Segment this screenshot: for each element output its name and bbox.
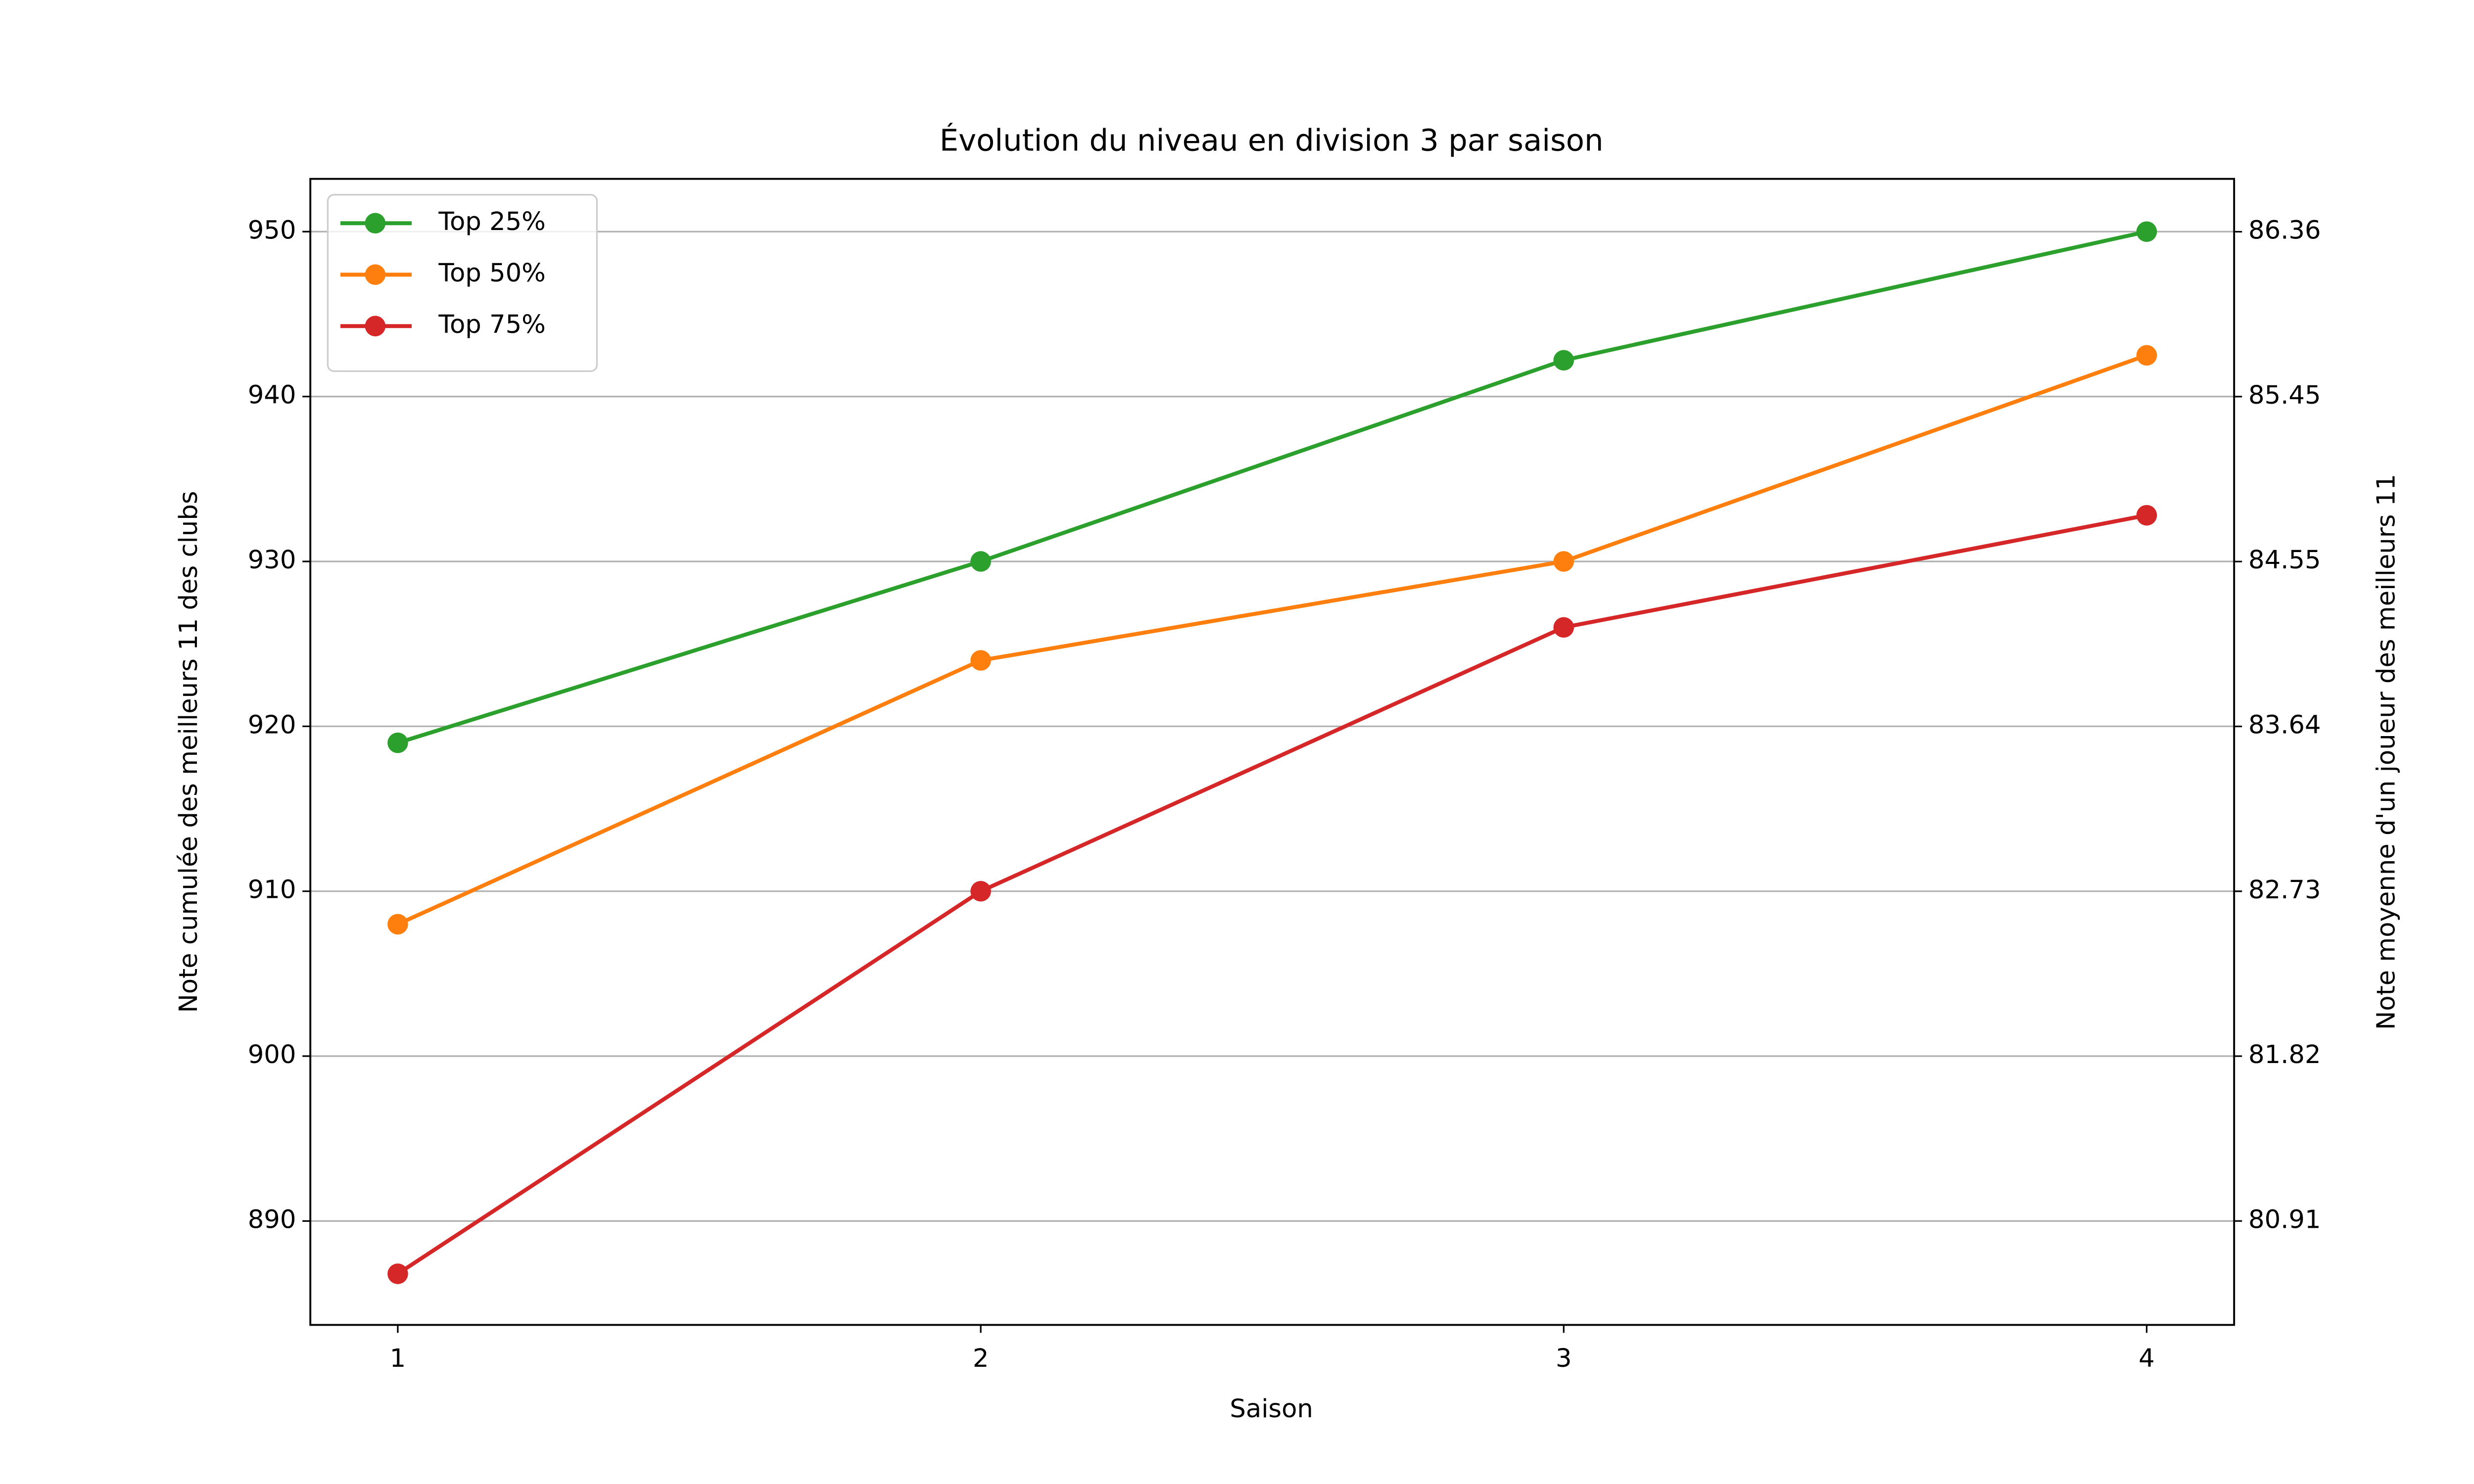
data-point xyxy=(970,881,991,902)
y2-tick-label: 86.36 xyxy=(2248,215,2321,245)
data-point xyxy=(2136,221,2157,242)
x-tick-label: 4 xyxy=(2139,1344,2155,1373)
data-point xyxy=(2136,505,2157,526)
y2-tick-label: 85.45 xyxy=(2248,380,2321,410)
y2-tick-label: 80.91 xyxy=(2248,1205,2321,1234)
y-tick-label: 900 xyxy=(248,1040,296,1069)
y-tick-label: 890 xyxy=(248,1205,296,1234)
series-line xyxy=(397,230,2147,745)
y-tick-label: 920 xyxy=(248,710,296,740)
x-tick-label: 3 xyxy=(1556,1344,1572,1373)
y2-tick-label: 81.82 xyxy=(2248,1040,2321,1069)
x-tick-label: 2 xyxy=(973,1344,989,1373)
data-point xyxy=(1553,617,1574,638)
legend-marker xyxy=(365,213,386,233)
series-line xyxy=(396,513,2147,1276)
legend-label: Top 25% xyxy=(438,207,545,236)
data-point xyxy=(2136,345,2157,366)
y2-axis-label: Note moyenne d'un joueur des meilleurs 1… xyxy=(2372,474,2401,1030)
x-tick-label: 1 xyxy=(390,1344,406,1373)
y-axis-label: Note cumulée des meilleurs 11 des clubs xyxy=(174,491,203,1013)
y-tick-label: 950 xyxy=(248,215,296,245)
y2-tick-label: 83.64 xyxy=(2248,710,2321,740)
chart-title: Évolution du niveau en division 3 par sa… xyxy=(940,123,1604,158)
legend: Top 25% Top 50% Top 75% xyxy=(327,194,598,372)
data-point xyxy=(970,650,991,671)
data-point xyxy=(387,732,408,753)
series-line xyxy=(397,353,2147,926)
data-point xyxy=(970,551,991,572)
plot-frame xyxy=(309,178,2236,1326)
legend-marker xyxy=(365,316,386,336)
y-tick-label: 930 xyxy=(248,545,296,575)
data-point xyxy=(387,1263,408,1284)
y-tick-label: 940 xyxy=(248,380,296,410)
data-point xyxy=(387,914,408,935)
data-point xyxy=(1553,350,1574,371)
y2-tick-label: 84.55 xyxy=(2248,545,2321,575)
y2-tick-label: 82.73 xyxy=(2248,875,2321,905)
legend-label: Top 75% xyxy=(438,310,545,339)
data-point xyxy=(1553,551,1574,572)
x-axis-label: Saison xyxy=(1230,1394,1313,1424)
y-tick-label: 910 xyxy=(248,875,296,905)
legend-marker xyxy=(365,264,386,285)
legend-label: Top 50% xyxy=(438,258,545,288)
